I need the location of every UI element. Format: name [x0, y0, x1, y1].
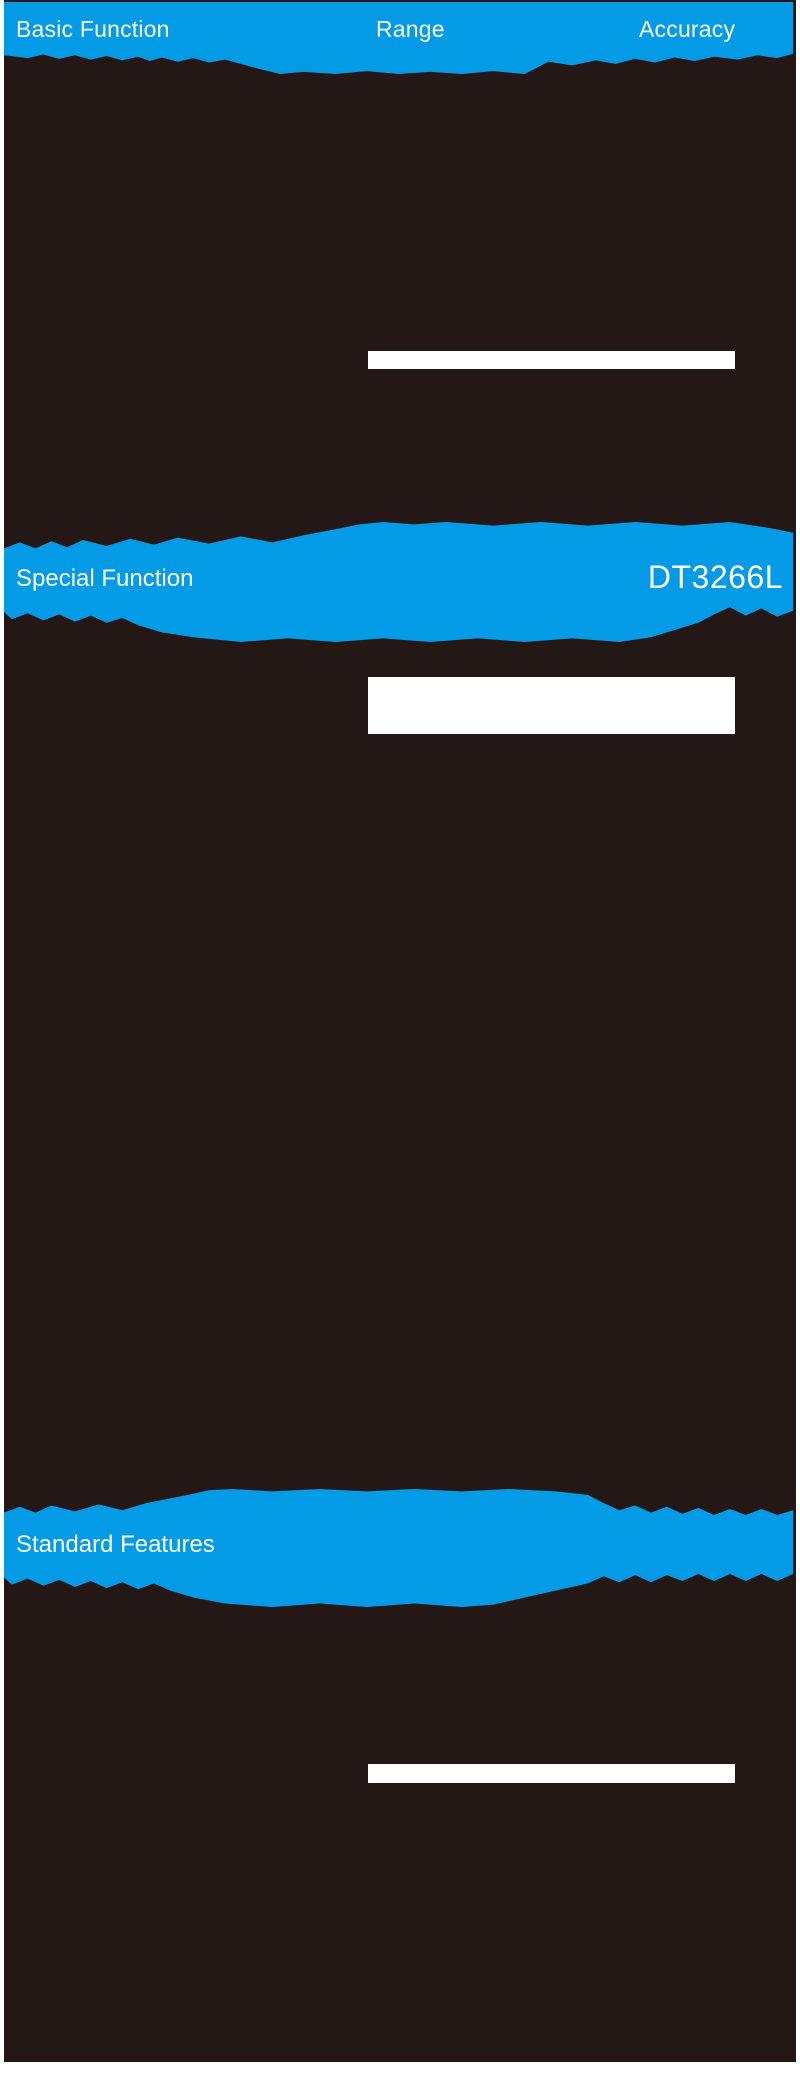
model-name-label: DT3266L [647, 559, 783, 595]
column-header-accuracy: Accuracy [639, 16, 736, 42]
column-header-basic-function: Basic Function [16, 16, 170, 42]
page-bottom-margin [0, 2062, 800, 2079]
special-function-label: Special Function [16, 565, 194, 592]
page-left-margin [0, 0, 4, 2079]
document-body-slab [4, 0, 796, 2062]
standard-features-label: Standard Features [16, 1531, 215, 1558]
special-function-band: Special Function DT3266L [4, 522, 793, 642]
redaction-bar-basic-function [368, 351, 735, 369]
page-right-margin [796, 0, 800, 2079]
redaction-bar-standard-features [368, 1764, 735, 1783]
redaction-block-special-function [368, 677, 735, 734]
column-header-range: Range [376, 16, 445, 42]
